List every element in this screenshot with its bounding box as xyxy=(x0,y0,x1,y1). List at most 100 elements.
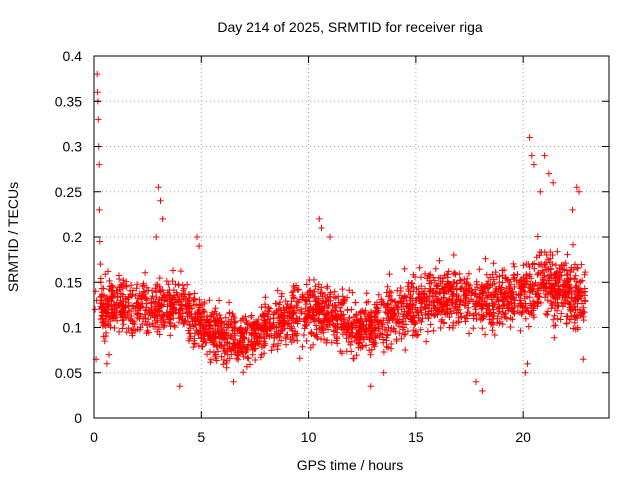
data-point xyxy=(211,317,218,324)
data-point xyxy=(488,320,495,328)
data-point xyxy=(409,318,417,326)
data-point xyxy=(579,289,587,297)
data-point xyxy=(473,315,480,323)
data-point xyxy=(409,280,416,287)
data-point xyxy=(573,184,580,191)
data-point xyxy=(338,324,345,332)
data-point xyxy=(151,313,158,321)
data-point xyxy=(500,311,508,318)
data-point xyxy=(290,336,298,344)
data-point xyxy=(526,134,533,141)
data-point xyxy=(300,331,308,339)
data-point xyxy=(156,274,163,282)
data-point xyxy=(425,288,433,295)
data-point xyxy=(509,308,516,315)
data-point xyxy=(206,297,213,304)
data-point xyxy=(469,298,477,305)
data-point xyxy=(321,303,328,311)
data-point xyxy=(141,311,148,318)
data-point xyxy=(572,326,579,333)
data-point xyxy=(251,345,258,353)
data-point xyxy=(534,281,542,289)
data-point xyxy=(550,316,557,323)
data-point xyxy=(249,346,257,354)
data-point xyxy=(108,288,115,295)
data-point xyxy=(112,314,119,321)
data-point xyxy=(204,319,212,326)
data-point xyxy=(282,333,289,341)
data-point xyxy=(482,300,490,308)
data-point xyxy=(239,329,246,337)
data-point xyxy=(511,283,518,291)
data-point xyxy=(522,315,529,322)
data-point xyxy=(106,313,113,321)
data-point xyxy=(143,304,150,311)
data-point xyxy=(506,285,513,292)
data-point xyxy=(520,274,527,281)
data-point xyxy=(313,333,320,340)
data-point xyxy=(392,328,399,335)
data-point xyxy=(426,280,433,287)
data-point xyxy=(234,356,242,363)
data-point xyxy=(576,288,584,295)
data-point xyxy=(332,294,340,302)
data-point xyxy=(149,292,156,300)
data-point xyxy=(155,325,163,333)
data-point xyxy=(451,303,459,310)
data-point xyxy=(184,303,191,311)
data-point xyxy=(264,331,271,338)
data-point xyxy=(302,296,309,303)
data-point xyxy=(271,323,278,330)
data-point xyxy=(530,161,538,168)
data-point xyxy=(212,334,219,342)
data-point xyxy=(361,310,368,318)
data-point xyxy=(142,306,149,314)
data-point xyxy=(222,348,229,355)
data-point xyxy=(261,335,268,342)
data-point xyxy=(430,274,437,281)
data-point xyxy=(280,318,288,325)
x-tick-label: 15 xyxy=(408,429,424,445)
data-point xyxy=(553,307,561,314)
data-point xyxy=(171,323,179,331)
data-point xyxy=(428,310,435,317)
data-point xyxy=(114,287,121,295)
data-point xyxy=(214,327,222,335)
x-tick-label: 20 xyxy=(515,429,531,445)
data-point xyxy=(419,315,426,322)
data-point xyxy=(450,251,457,259)
data-point xyxy=(222,314,229,321)
data-point xyxy=(276,301,283,308)
data-point xyxy=(461,314,469,321)
data-point xyxy=(510,260,517,268)
data-point xyxy=(263,323,270,330)
data-point xyxy=(169,267,177,274)
data-point xyxy=(539,267,546,274)
data-point xyxy=(383,343,390,350)
data-point xyxy=(130,303,137,310)
data-point xyxy=(444,271,452,278)
data-point xyxy=(531,265,538,272)
data-point xyxy=(426,300,433,308)
data-point xyxy=(475,299,483,307)
data-point xyxy=(501,290,508,297)
data-point xyxy=(176,383,183,390)
data-point xyxy=(165,281,172,288)
data-point xyxy=(228,316,235,323)
data-point xyxy=(336,304,344,311)
data-point xyxy=(198,319,205,326)
data-point xyxy=(174,291,181,298)
data-point xyxy=(285,313,293,321)
data-point xyxy=(528,152,535,159)
data-point xyxy=(244,341,252,348)
data-point xyxy=(315,317,322,324)
data-point xyxy=(570,298,577,306)
data-point xyxy=(580,316,587,324)
data-point xyxy=(152,281,160,289)
data-point xyxy=(391,298,399,305)
data-point xyxy=(571,291,579,298)
data-point xyxy=(442,311,449,318)
data-point xyxy=(566,288,573,295)
data-point xyxy=(500,266,508,274)
data-point xyxy=(303,314,311,321)
